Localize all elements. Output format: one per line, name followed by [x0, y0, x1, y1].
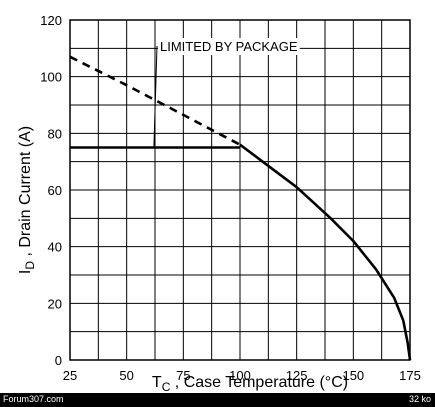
- annotation-leader: [153, 45, 158, 148]
- footer-size-label: 32 ko: [408, 394, 431, 404]
- curves: [69, 55, 412, 361]
- y-tick-label: 60: [48, 183, 62, 198]
- y-tick-label: 120: [40, 13, 62, 28]
- x-tick-label: 175: [399, 368, 421, 383]
- y-tick-label: 20: [48, 296, 62, 311]
- y-tick-label: 100: [40, 70, 62, 85]
- x-tick-label: 150: [342, 368, 364, 383]
- y-axis-label-rest: , Drain Current (A): [17, 126, 34, 261]
- y-axis-label-main: I: [17, 270, 34, 274]
- solid-curve: [239, 143, 412, 361]
- x-tick-label: 25: [63, 368, 77, 383]
- y-tick-label: 40: [48, 240, 62, 255]
- grid: [69, 19, 411, 361]
- footer-site-label: Forum307.com: [3, 394, 64, 404]
- y-tick-labels: 0 20 40 60 80 100 120: [40, 13, 62, 368]
- footer-bar: Forum307.com 32 ko: [0, 393, 435, 407]
- x-axis-label: TC , Case Temperature (°C): [152, 374, 348, 393]
- annotation-label: LIMITED BY PACKAGE: [160, 39, 298, 54]
- x-axis-label-sub: C: [162, 380, 171, 393]
- x-tick-label: 75: [176, 368, 190, 383]
- plot-frame: [69, 19, 411, 361]
- x-tick-label: 50: [119, 368, 133, 383]
- dashed-curve: [69, 55, 241, 146]
- chart: 25 50 75 100 125 150 175 0 20 40 60 80 100 120 LIMIT…: [17, 13, 421, 393]
- x-axis-label-main: T: [152, 374, 162, 391]
- x-tick-labels: 25 50 75 100 125 150 175: [63, 368, 421, 383]
- x-axis-label-rest: , Case Temperature (°C): [170, 374, 348, 391]
- y-tick-label: 80: [48, 126, 62, 141]
- y-tick-label: 0: [55, 353, 62, 368]
- x-tick-label: 100: [229, 368, 251, 383]
- annotation-background: [158, 38, 300, 55]
- y-axis-label-sub: D: [23, 261, 37, 270]
- y-axis-label: ID , Drain Current (A): [17, 126, 37, 274]
- x-tick-label: 125: [286, 368, 308, 383]
